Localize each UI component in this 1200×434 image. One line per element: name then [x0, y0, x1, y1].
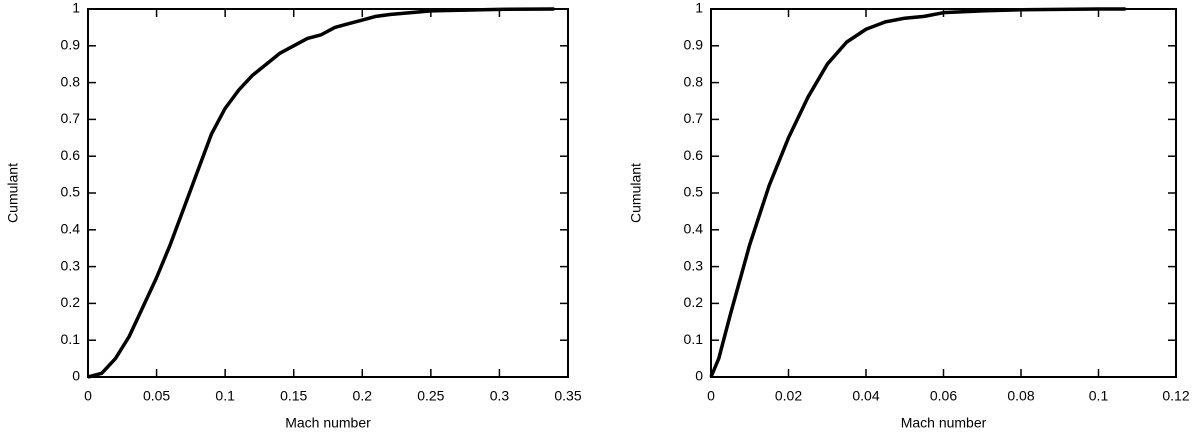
x-tick-label: 0.25 — [417, 388, 444, 404]
y-tick-label: 0.1 — [61, 331, 81, 347]
y-tick-label: 0.6 — [61, 147, 81, 163]
y-tick-label: 0.9 — [684, 37, 704, 53]
line — [87, 7, 555, 379]
y-axis-label: Cumulant — [5, 163, 21, 223]
y-tick-label: 0.4 — [684, 221, 704, 237]
y-tick-label: 0.7 — [684, 110, 704, 126]
x-tick-label: 0.04 — [852, 388, 879, 404]
plot-frame — [87, 8, 569, 378]
y-tick-label: 0.2 — [61, 294, 81, 310]
y-tick-label: 0 — [695, 368, 703, 384]
y-axis-label: Cumulant — [628, 163, 644, 223]
y-tick-label: 0.5 — [61, 184, 81, 200]
y-tick-label: 1 — [72, 0, 80, 16]
line — [709, 7, 1126, 378]
y-tick-label: 0.8 — [684, 73, 704, 89]
y-tick-label: 0.2 — [684, 294, 704, 310]
y-tick-label: 0.6 — [684, 147, 704, 163]
y-tick-label: 0.7 — [61, 110, 81, 126]
y-tick-label: 0.8 — [61, 73, 81, 89]
x-tick-label: 0.1 — [1089, 388, 1109, 404]
x-tick-label: 0.02 — [775, 388, 802, 404]
x-tick-label: 0.35 — [554, 388, 581, 404]
x-tick-label: 0.1 — [215, 388, 235, 404]
x-tick-label: 0.2 — [353, 388, 373, 404]
x-tick-label: 0.12 — [1162, 388, 1189, 404]
y-tick-label: 0.4 — [61, 221, 81, 237]
x-tick-label: 0.08 — [1007, 388, 1034, 404]
y-tick-label: 0.1 — [684, 331, 704, 347]
y-tick-label: 0 — [72, 368, 80, 384]
plot-frame — [710, 8, 1177, 378]
x-tick-label: 0 — [707, 388, 715, 404]
y-tick-label: 0.3 — [684, 257, 704, 273]
x-tick-label: 0.06 — [930, 388, 957, 404]
x-tick-label: 0.3 — [490, 388, 510, 404]
x-axis-label: Mach number — [901, 415, 987, 431]
x-tick-label: 0 — [84, 388, 92, 404]
x-axis-label: Mach number — [285, 415, 371, 431]
x-tick-label: 0.05 — [143, 388, 170, 404]
y-tick-label: 0.3 — [61, 257, 81, 273]
y-tick-label: 1 — [695, 0, 703, 16]
y-tick-label: 0.9 — [61, 37, 81, 53]
x-tick-label: 0.15 — [280, 388, 307, 404]
y-tick-label: 0.5 — [684, 184, 704, 200]
